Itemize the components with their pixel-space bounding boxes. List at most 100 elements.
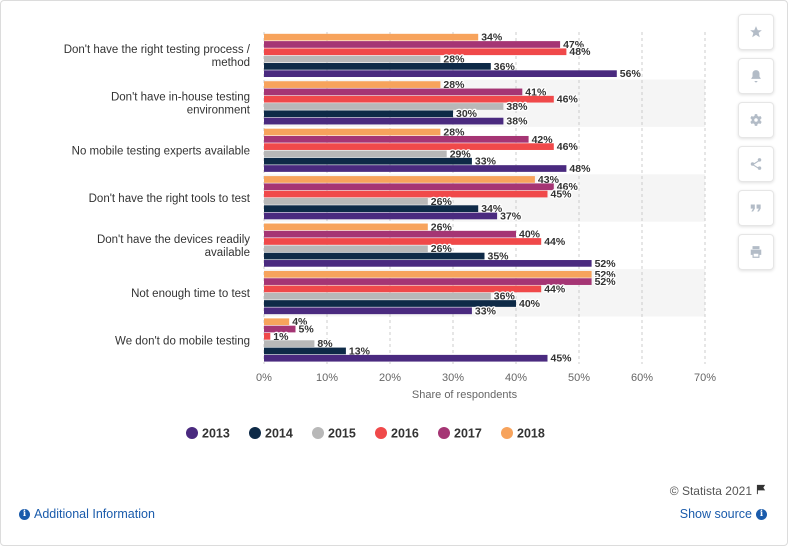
bar-2015 (264, 103, 504, 110)
legend-item-2013[interactable]: 2013 (186, 427, 230, 441)
bar-2018 (264, 270, 592, 278)
category-label: Don't have the devices readily available (97, 234, 250, 259)
legend-marker (501, 427, 513, 439)
bar-2017 (264, 88, 523, 96)
bar-2014 (264, 157, 472, 165)
info-icon: i (19, 508, 30, 520)
additional-information-label: Additional Information (34, 507, 155, 521)
bar-2015 (264, 150, 447, 158)
data-label: 38% (506, 116, 528, 128)
data-label: 44% (544, 236, 566, 248)
data-label: 56% (620, 68, 642, 80)
bar-2014 (264, 300, 516, 307)
legend-item-2017[interactable]: 2017 (438, 427, 482, 441)
data-label: 38% (506, 101, 528, 113)
data-label: 5% (299, 323, 315, 335)
settings-button[interactable] (738, 102, 774, 138)
bar-2015 (264, 55, 441, 63)
data-label: 52% (595, 258, 617, 270)
legend-marker (438, 427, 450, 439)
bar-2016 (264, 238, 542, 245)
x-tick-label: 0% (256, 372, 272, 384)
bar-2014 (264, 205, 479, 212)
legend-marker (249, 427, 261, 439)
data-label: 47% (563, 39, 585, 51)
bar-2016 (264, 332, 271, 340)
x-axis-title: Share of respondents (412, 389, 518, 401)
data-label: 33% (475, 305, 497, 317)
legend-item-2016[interactable]: 2016 (375, 427, 419, 441)
bar-2015 (264, 198, 428, 205)
cite-button[interactable] (738, 190, 774, 226)
bar-2014 (264, 63, 491, 70)
flag-icon[interactable] (756, 484, 767, 498)
bar-2018 (264, 128, 441, 136)
bar-2013 (264, 165, 567, 172)
legend-label: 2013 (202, 427, 230, 441)
category-label: Don't have the right tools to test (89, 193, 251, 205)
legend-label: 2016 (391, 427, 419, 441)
side-toolbar (738, 14, 774, 278)
bar-2016 (264, 190, 548, 198)
share-button[interactable] (738, 146, 774, 182)
print-icon (750, 246, 762, 258)
bar-2016 (264, 48, 567, 56)
x-tick-label: 50% (568, 372, 590, 384)
favorite-button[interactable] (738, 14, 774, 50)
category-label: No mobile testing experts available (72, 146, 250, 158)
data-label: 46% (557, 94, 579, 106)
bar-2017 (264, 41, 561, 48)
legend-item-2018[interactable]: 2018 (501, 427, 545, 441)
legend-label: 2017 (454, 427, 482, 441)
data-label: 48% (569, 46, 591, 58)
bar-2013 (264, 70, 617, 78)
gear-icon (750, 114, 762, 126)
bar-2018 (264, 176, 535, 183)
category-label: Don't have the right testing process / me… (64, 44, 251, 69)
bar-2017 (264, 183, 554, 191)
legend-item-2014[interactable]: 2014 (249, 427, 293, 441)
quote-icon (750, 204, 761, 212)
data-label: 46% (557, 181, 579, 193)
x-tick-label: 60% (631, 372, 653, 384)
data-label: 52% (595, 269, 617, 281)
category-label: Not enough time to test (131, 288, 251, 300)
print-button[interactable] (738, 234, 774, 270)
show-source-link[interactable]: Show source i (680, 507, 767, 521)
x-tick-label: 10% (316, 372, 338, 384)
bar-2017 (264, 230, 516, 238)
bar-2016 (264, 95, 554, 103)
data-label: 46% (557, 141, 579, 153)
bar-2016 (264, 285, 542, 293)
info-icon: i (756, 508, 767, 520)
data-label: 37% (500, 210, 522, 222)
bar-2013 (264, 260, 592, 267)
bar-2016 (264, 143, 554, 150)
data-label: 40% (519, 298, 541, 310)
x-tick-label: 40% (505, 372, 527, 384)
copyright: © Statista 2021 (670, 484, 767, 498)
alert-button[interactable] (738, 58, 774, 94)
data-label: 45% (551, 353, 573, 365)
bar-2017 (264, 135, 529, 143)
bar-2018 (264, 223, 428, 231)
bar-2018 (264, 81, 441, 88)
bar-2013 (264, 307, 472, 315)
additional-information-link[interactable]: i Additional Information (19, 507, 155, 521)
data-label: 45% (551, 189, 573, 201)
bar-chart: 0% 10% 20% 30% 40% 50% 60% 70% Share of responde… (64, 30, 717, 441)
bar-2018 (264, 33, 479, 41)
bar-2017 (264, 325, 296, 333)
legend-marker (375, 427, 387, 439)
legend-item-2015[interactable]: 2015 (312, 427, 356, 441)
share-icon (750, 158, 762, 170)
category-label: We don't do mobile testing (115, 335, 250, 347)
data-label: 44% (544, 283, 566, 295)
bar-2018 (264, 318, 290, 326)
category-label: Don't have in-house testing environment (111, 92, 251, 117)
show-source-label: Show source (679, 507, 752, 521)
data-label: 4% (292, 316, 308, 328)
bar-2015 (264, 245, 428, 253)
bar-2015 (264, 340, 315, 347)
x-tick-label: 20% (379, 372, 401, 384)
